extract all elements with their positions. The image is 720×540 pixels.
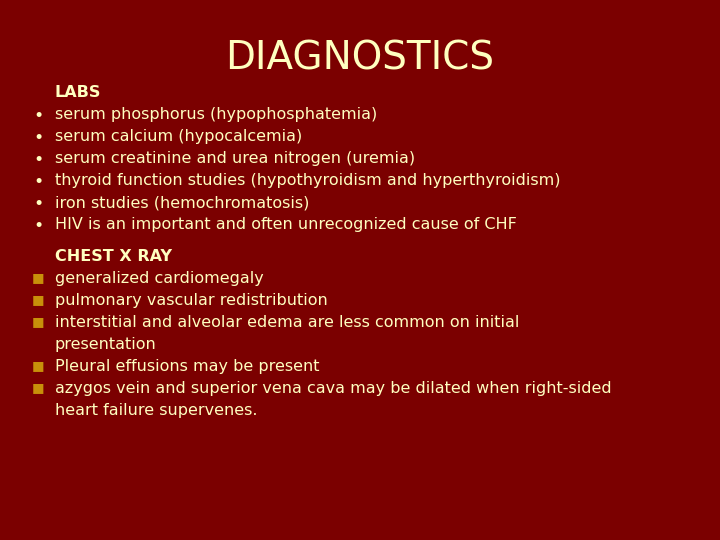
Text: serum creatinine and urea nitrogen (uremia): serum creatinine and urea nitrogen (urem… bbox=[55, 151, 415, 166]
Text: CHEST X RAY: CHEST X RAY bbox=[55, 249, 172, 264]
Text: ■: ■ bbox=[32, 359, 44, 372]
Text: presentation: presentation bbox=[55, 337, 157, 352]
Text: thyroid function studies (hypothyroidism and hyperthyroidism): thyroid function studies (hypothyroidism… bbox=[55, 173, 560, 188]
Text: serum phosphorus (hypophosphatemia): serum phosphorus (hypophosphatemia) bbox=[55, 107, 377, 122]
Text: •: • bbox=[33, 195, 43, 213]
Text: HIV is an important and often unrecognized cause of CHF: HIV is an important and often unrecogniz… bbox=[55, 217, 517, 232]
Text: •: • bbox=[33, 217, 43, 235]
Text: •: • bbox=[33, 129, 43, 147]
Text: DIAGNOSTICS: DIAGNOSTICS bbox=[225, 40, 495, 78]
Text: pulmonary vascular redistribution: pulmonary vascular redistribution bbox=[55, 293, 328, 308]
Text: interstitial and alveolar edema are less common on initial: interstitial and alveolar edema are less… bbox=[55, 315, 519, 330]
Text: ■: ■ bbox=[32, 271, 44, 284]
Text: ■: ■ bbox=[32, 315, 44, 328]
Text: serum calcium (hypocalcemia): serum calcium (hypocalcemia) bbox=[55, 129, 302, 144]
Text: •: • bbox=[33, 151, 43, 169]
Text: •: • bbox=[33, 107, 43, 125]
Text: LABS: LABS bbox=[55, 85, 102, 100]
Text: iron studies (hemochromatosis): iron studies (hemochromatosis) bbox=[55, 195, 310, 210]
Text: ■: ■ bbox=[32, 293, 44, 306]
Text: generalized cardiomegaly: generalized cardiomegaly bbox=[55, 271, 264, 286]
Text: •: • bbox=[33, 173, 43, 191]
Text: azygos vein and superior vena cava may be dilated when right-sided: azygos vein and superior vena cava may b… bbox=[55, 381, 611, 396]
Text: heart failure supervenes.: heart failure supervenes. bbox=[55, 403, 258, 418]
Text: ■: ■ bbox=[32, 381, 44, 394]
Text: Pleural effusions may be present: Pleural effusions may be present bbox=[55, 359, 320, 374]
